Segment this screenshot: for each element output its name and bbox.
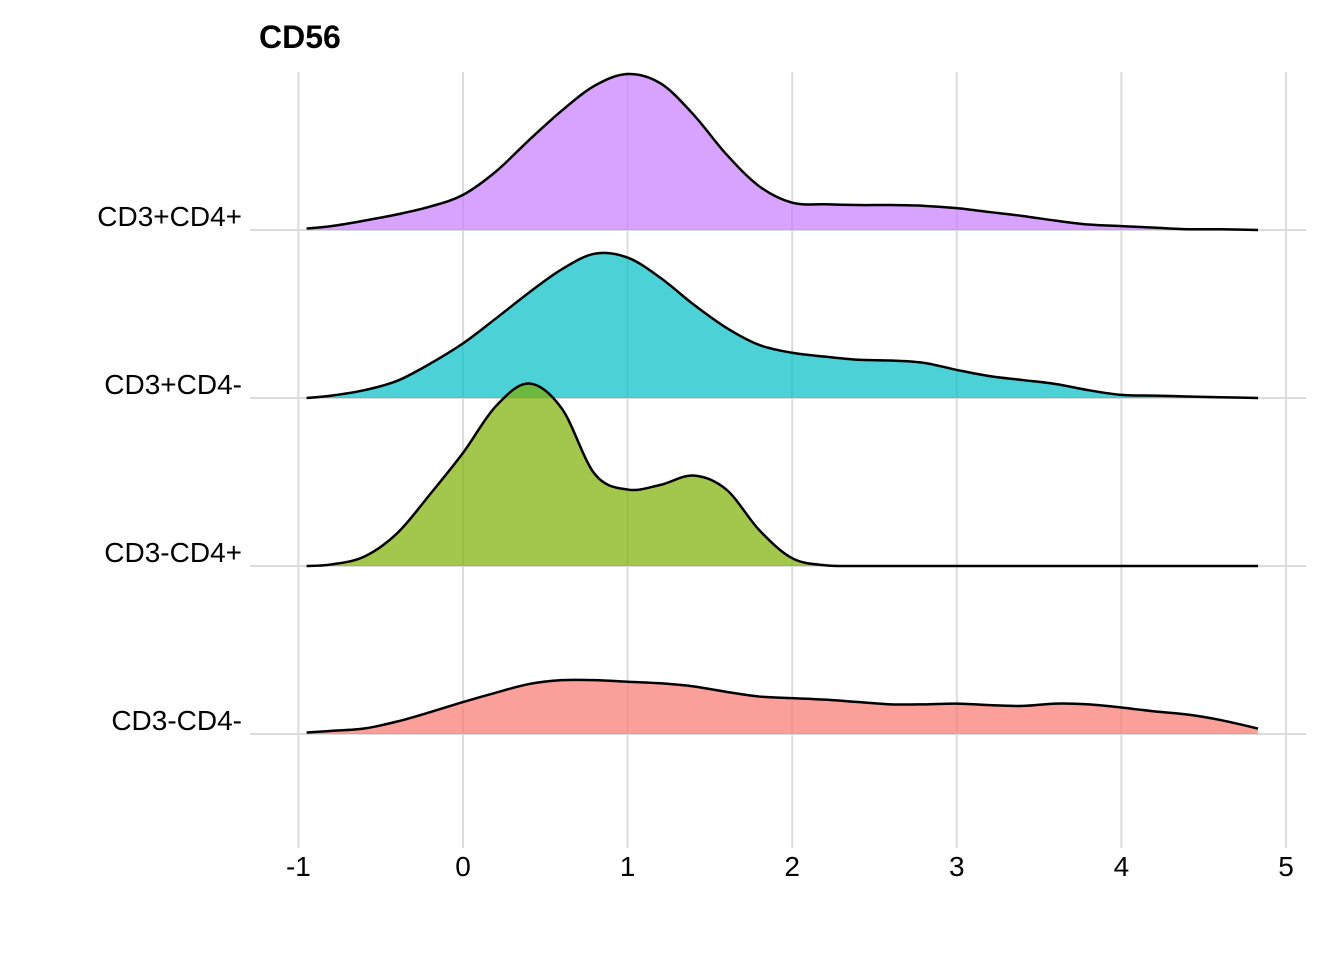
x-tick-label: 0 (455, 851, 471, 882)
ridge-outline (306, 382, 1259, 568)
ridge-area (306, 252, 1259, 398)
x-tick-label: 4 (1114, 851, 1130, 882)
x-tick-label: 1 (620, 851, 636, 882)
ridge-CD3-CD4- (306, 678, 1259, 734)
ridge-area (306, 73, 1259, 230)
category-label: CD3+CD4- (104, 369, 242, 400)
ridge-outline (306, 678, 1259, 734)
x-tick-label: 2 (784, 851, 800, 882)
ridge-CD3+CD4+ (306, 72, 1259, 232)
category-label: CD3-CD4- (111, 705, 242, 736)
category-labels: CD3-CD4- CD3-CD4+ CD3+CD4- CD3+CD4+ (97, 201, 242, 736)
ridge-CD3-CD4+ (306, 382, 1259, 568)
category-label: CD3+CD4+ (97, 201, 242, 232)
category-label: CD3-CD4+ (104, 537, 242, 568)
ridge-outline (306, 251, 1259, 400)
ridge-area (306, 383, 1259, 567)
x-tick-label: 5 (1278, 851, 1294, 882)
x-tick-label: -1 (286, 851, 311, 882)
ridge-area (306, 679, 1259, 734)
ridge-layer (306, 72, 1259, 734)
chart-title: CD56 (259, 19, 341, 55)
x-tick-label: 3 (949, 851, 965, 882)
ridge-CD3+CD4- (306, 251, 1259, 400)
ridge-outline (306, 72, 1259, 232)
x-tick-labels: -1 0 1 2 3 4 5 (286, 851, 1294, 882)
